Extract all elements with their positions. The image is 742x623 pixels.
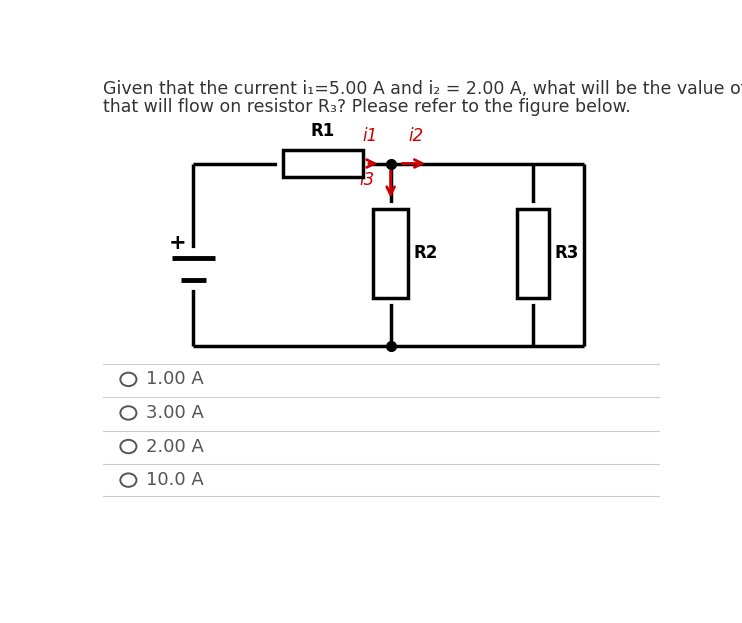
Text: i2: i2	[409, 127, 424, 145]
Bar	[516, 209, 549, 298]
Text: i1: i1	[363, 127, 378, 145]
Text: +: +	[169, 232, 187, 253]
Text: R2: R2	[413, 244, 438, 262]
Text: i3: i3	[359, 171, 375, 189]
Text: R3: R3	[554, 244, 579, 262]
Bar	[283, 150, 363, 177]
Text: 1.00 A: 1.00 A	[145, 371, 203, 388]
Text: Given that the current i₁=5.00 A and i₂ = 2.00 A, what will be the value of curr: Given that the current i₁=5.00 A and i₂ …	[103, 80, 742, 98]
Text: 3.00 A: 3.00 A	[145, 404, 203, 422]
Text: 10.0 A: 10.0 A	[145, 471, 203, 489]
Bar	[373, 209, 408, 298]
Text: R1: R1	[311, 123, 335, 140]
Text: 2.00 A: 2.00 A	[145, 437, 203, 455]
Text: that will flow on resistor R₃? Please refer to the figure below.: that will flow on resistor R₃? Please re…	[103, 98, 631, 116]
